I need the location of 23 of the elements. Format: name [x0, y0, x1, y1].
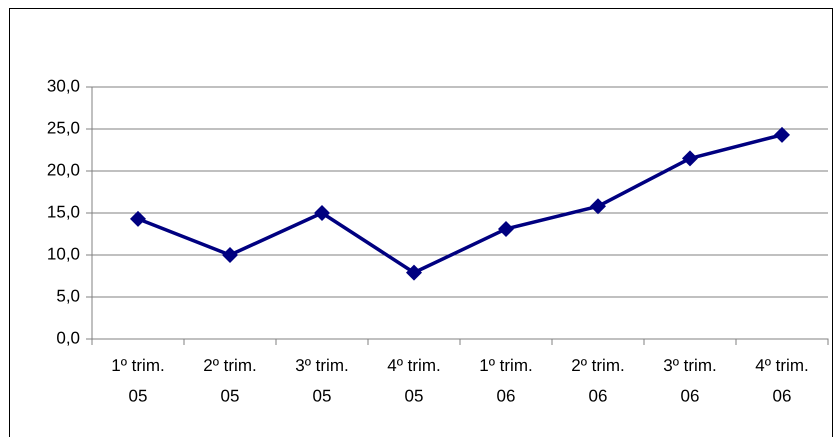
x-tick-label: 3º trim. 06	[663, 356, 717, 406]
x-tick-label: 1º trim. 06	[479, 356, 533, 406]
point	[314, 205, 330, 221]
point	[130, 210, 146, 227]
x-tick-label: 3º trim. 05	[295, 356, 349, 406]
y-tick-label: 15,0	[46, 202, 80, 222]
y-tick-label: 30,0	[46, 76, 80, 96]
x-tick-label: 4º trim. 05	[387, 356, 441, 406]
x-tick-label: 2º trim. 05	[203, 356, 257, 406]
y-tick-label: 25,0	[46, 118, 80, 138]
y-tick-label: 5,0	[56, 286, 80, 306]
x-tick-label: 1º trim. 05	[111, 356, 165, 406]
point	[774, 126, 790, 143]
x-tick-label: 4º trim. 06	[755, 356, 809, 406]
x-tick-label: 2º trim. 06	[571, 356, 625, 406]
point	[406, 264, 422, 281]
y-tick-label: 0,0	[56, 328, 80, 348]
point	[682, 150, 698, 166]
point	[498, 220, 514, 237]
y-tick-label: 10,0	[46, 244, 80, 264]
point	[590, 198, 606, 214]
y-tick-label: 20,0	[46, 160, 80, 180]
point	[222, 247, 238, 263]
